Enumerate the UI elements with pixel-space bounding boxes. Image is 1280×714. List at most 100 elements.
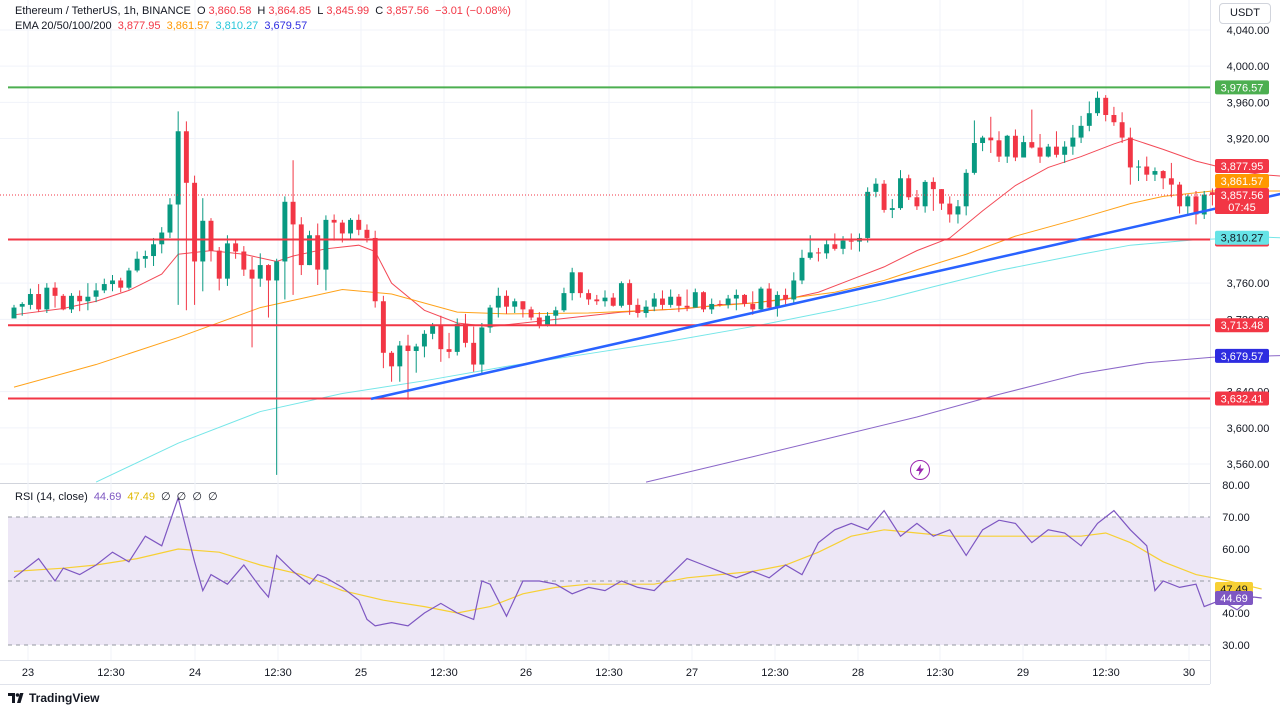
- level-tag-text: 3,713.48: [1221, 320, 1264, 332]
- candle-body: [1160, 171, 1166, 179]
- rsi-tick-label: 60.00: [1222, 544, 1250, 556]
- time-tick-label: 12:30: [264, 667, 292, 679]
- price-legend: Ethereum / TetherUS, 1h, BINANCE O 3,860.…: [15, 5, 514, 17]
- candle-body: [536, 317, 542, 325]
- candle-body: [881, 183, 887, 210]
- candle-body: [1037, 147, 1043, 157]
- candle-body: [889, 208, 895, 210]
- candle-body: [1078, 125, 1084, 138]
- rsi-tick-label: 70.00: [1222, 512, 1250, 524]
- candle-body: [939, 189, 945, 204]
- time-tick-label: 12:30: [1092, 667, 1120, 679]
- lightning-icon[interactable]: [910, 460, 930, 480]
- candle-body: [68, 295, 74, 310]
- candle-body: [1012, 135, 1018, 158]
- candle-body: [963, 172, 969, 207]
- symbol-name[interactable]: Ethereum / TetherUS, 1h, BINANCE: [15, 5, 191, 17]
- price-tag-text: 3,877.95: [1221, 161, 1264, 173]
- candle-body: [684, 305, 690, 308]
- rsi-line: [13, 495, 1262, 627]
- candle-body: [216, 250, 222, 279]
- candle-body: [955, 206, 961, 215]
- candle-body: [504, 295, 509, 307]
- candle-body: [758, 288, 764, 310]
- candle-body: [134, 258, 140, 271]
- candle-body: [274, 261, 280, 281]
- time-tick-label: 12:30: [761, 667, 789, 679]
- rsi-tick-label: 40.00: [1222, 608, 1250, 620]
- price-tick-label: 3,760.00: [1227, 278, 1270, 290]
- currency-selector[interactable]: USDT: [1219, 3, 1271, 24]
- time-tick-label: 28: [852, 667, 864, 679]
- tradingview-logo-icon: [8, 693, 24, 703]
- candle-body: [348, 219, 354, 234]
- candle-body: [1209, 192, 1215, 195]
- candle-body: [848, 240, 854, 242]
- candle-body: [495, 295, 501, 308]
- price-tag-text: 3,810.27: [1221, 233, 1264, 245]
- candle-body: [159, 232, 165, 245]
- candle-body: [19, 303, 25, 307]
- ema-legend: EMA 20/50/100/200 3,877.95 3,861.57 3,81…: [15, 20, 310, 32]
- time-tick-label: 12:30: [926, 667, 954, 679]
- candle-body: [323, 219, 329, 270]
- candle-body: [1029, 142, 1035, 148]
- candle-body: [479, 327, 485, 365]
- candle-body: [1086, 113, 1092, 126]
- candle-body: [922, 181, 928, 207]
- rsi-extra-value: ∅: [176, 491, 187, 503]
- price-tag-text: 3,861.57: [1221, 176, 1264, 188]
- rsi-tag: 44.69: [1215, 590, 1253, 605]
- candle-body: [77, 295, 83, 302]
- price-tag-bg: [1215, 174, 1269, 188]
- candle-body: [438, 324, 444, 350]
- candle-body: [241, 251, 247, 270]
- candle-body: [651, 298, 657, 307]
- ema-label[interactable]: EMA 20/50/100/200: [15, 20, 112, 32]
- ema50-value: 3,861.57: [166, 20, 210, 32]
- candle-body: [290, 201, 296, 225]
- price-tag: 3,679.57: [1215, 348, 1269, 363]
- candle-body: [577, 272, 583, 294]
- price-tag: 3,877.95: [1215, 159, 1269, 173]
- rsi-ma-value: 47.49: [127, 491, 155, 503]
- candle-body: [454, 323, 460, 352]
- level-tag: 3,976.57: [1215, 80, 1269, 95]
- time-tick-label: 12:30: [595, 667, 623, 679]
- candle-body: [224, 243, 230, 279]
- price-tag-bg: [1215, 348, 1269, 363]
- candle-body: [799, 257, 805, 281]
- price-tag-bg: [1215, 188, 1269, 214]
- candle-body: [93, 290, 99, 297]
- price-tag: 3,810.27: [1215, 230, 1269, 245]
- price-tick-label: 3,560.00: [1227, 459, 1270, 471]
- candle-body: [733, 294, 739, 299]
- time-tick-label: 12:30: [97, 667, 125, 679]
- candle-body: [298, 224, 304, 266]
- candle-body: [791, 280, 797, 300]
- candle-body: [257, 265, 263, 279]
- rsi-label[interactable]: RSI (14, close): [15, 491, 88, 503]
- candle-body: [898, 178, 903, 209]
- candle-body: [36, 294, 42, 310]
- rsi-value: 44.69: [93, 491, 122, 503]
- candle-body: [11, 307, 17, 319]
- candle-body: [774, 294, 780, 308]
- candle-body: [635, 304, 641, 314]
- rsi-ma-line: [13, 529, 1262, 614]
- candle-body: [183, 131, 189, 183]
- price-tick-label: 4,040.00: [1227, 25, 1270, 37]
- candle-body: [1127, 137, 1133, 168]
- candle-body: [725, 298, 731, 305]
- candle-body: [1062, 146, 1068, 155]
- candle-body: [709, 303, 715, 310]
- candle-body: [545, 315, 551, 325]
- tradingview-logo[interactable]: TradingView: [8, 691, 99, 705]
- close-label: C: [375, 5, 384, 17]
- candle-body: [594, 299, 600, 302]
- price-tick-label: 4,000.00: [1227, 61, 1270, 73]
- rsi-tick-label: 80.00: [1222, 480, 1250, 492]
